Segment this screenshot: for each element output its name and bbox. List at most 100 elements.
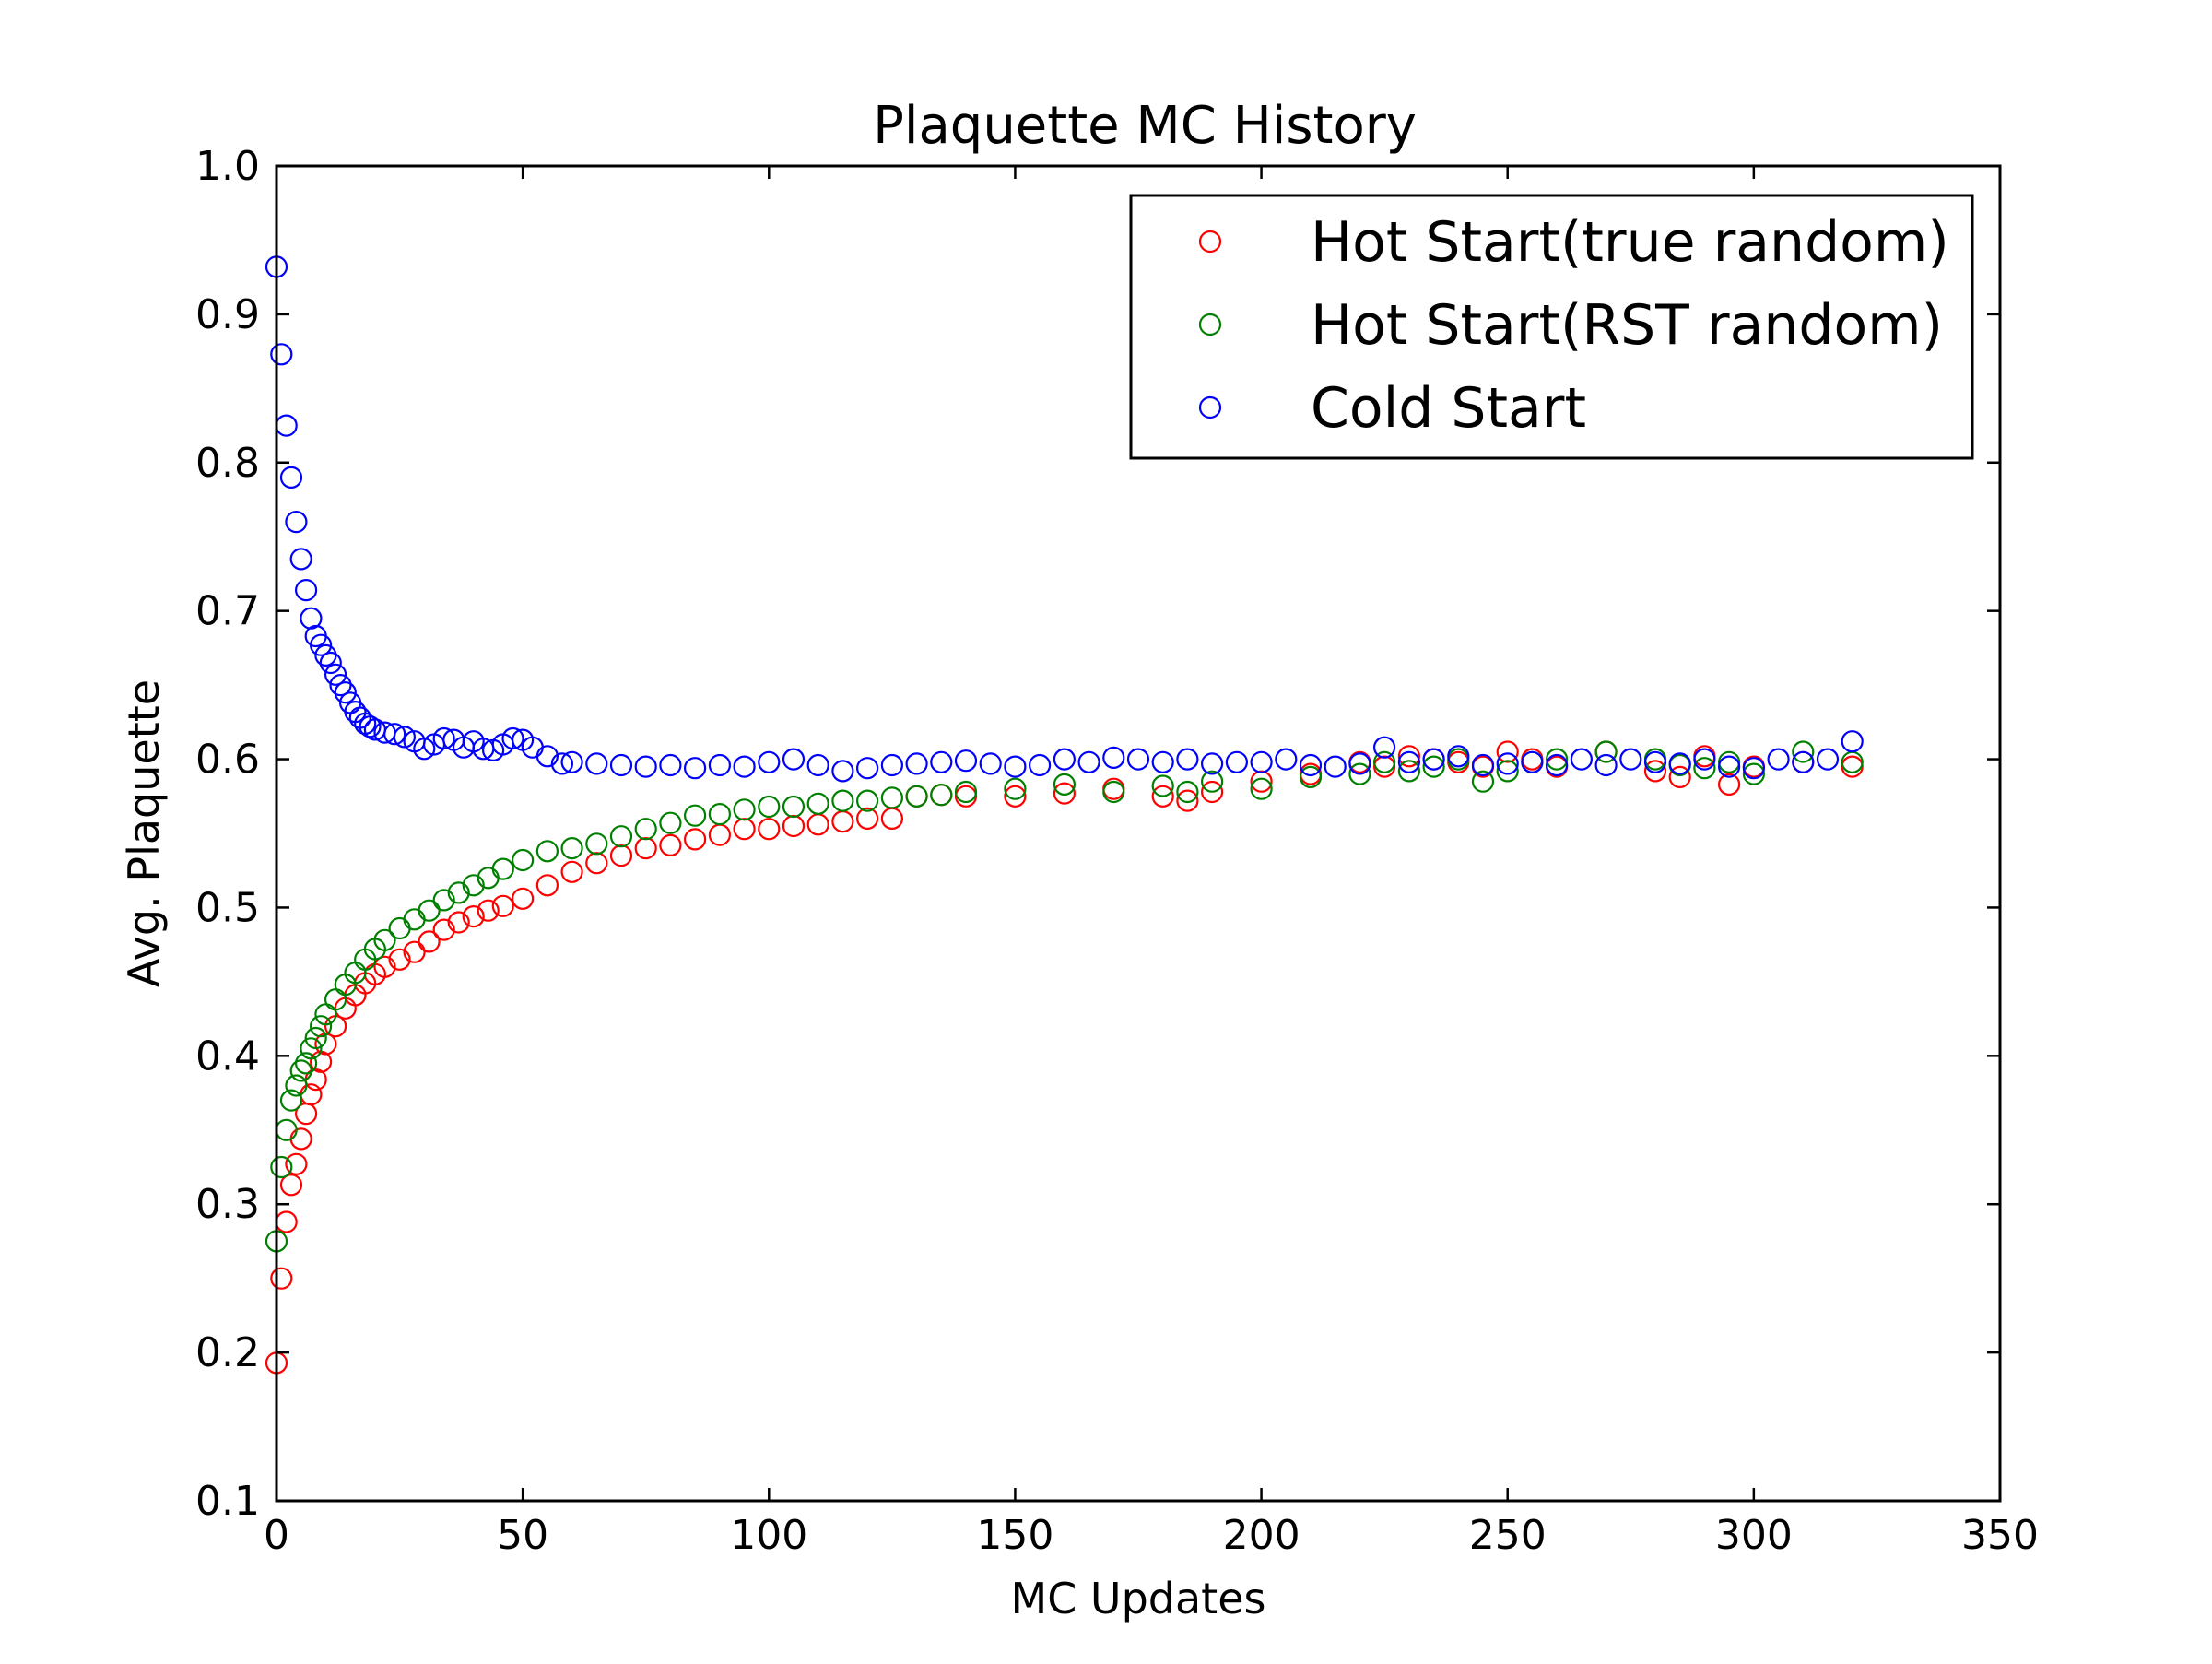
data-point — [954, 780, 978, 804]
data-point — [1299, 765, 1323, 789]
data-point — [733, 818, 756, 841]
data-point — [1422, 755, 1445, 778]
legend-label: Hot Start(true random) — [1311, 210, 1949, 275]
data-point — [1077, 750, 1100, 773]
data-point — [585, 832, 608, 856]
data-point — [462, 874, 485, 897]
data-point — [388, 916, 411, 940]
data-point — [314, 643, 337, 667]
data-point — [289, 1059, 312, 1082]
legend-label: Cold Start — [1311, 376, 1586, 441]
data-point — [300, 1037, 323, 1060]
data-point — [855, 757, 879, 780]
data-point — [708, 823, 732, 846]
data-point — [880, 753, 904, 777]
data-point — [1717, 755, 1741, 778]
plot-marks — [265, 255, 1864, 1375]
data-point — [1841, 750, 1864, 773]
data-point — [1717, 773, 1741, 797]
data-point — [1693, 757, 1716, 780]
data-point — [285, 510, 308, 534]
data-point — [1397, 745, 1421, 768]
y-tick-label: 0.2 — [195, 1329, 260, 1376]
data-point — [1545, 753, 1569, 777]
data-point — [609, 825, 633, 848]
data-point — [1004, 777, 1027, 800]
data-point — [1471, 770, 1495, 793]
data-point — [1643, 760, 1667, 783]
data-point — [447, 881, 470, 904]
data-point — [324, 663, 347, 686]
data-point — [585, 852, 608, 875]
x-axis-label: MC Updates — [1011, 1574, 1266, 1623]
data-point — [432, 918, 455, 941]
data-point — [659, 833, 682, 857]
y-tick-label: 0.7 — [195, 588, 260, 635]
y-axis-label: Avg. Plaquette — [119, 679, 169, 987]
data-point — [1324, 755, 1347, 778]
data-point — [634, 836, 657, 860]
data-point — [1176, 780, 1199, 804]
data-point — [1200, 752, 1224, 775]
data-point — [1742, 757, 1766, 780]
legend-entries: Hot Start(true random) Hot Start(RST rand… — [1198, 210, 1949, 441]
data-point — [447, 911, 470, 934]
data-point — [782, 795, 806, 819]
data-point — [1471, 753, 1495, 777]
data-point — [491, 894, 514, 917]
x-tick-label: 50 — [497, 1512, 548, 1559]
data-point — [418, 899, 441, 922]
data-point — [1250, 777, 1273, 800]
data-point — [334, 681, 357, 704]
data-point — [1151, 774, 1174, 797]
data-point — [930, 784, 953, 807]
data-point — [806, 813, 830, 836]
data-point — [560, 836, 583, 860]
legend-marker — [1198, 395, 1222, 419]
data-point — [954, 785, 978, 808]
data-point — [1422, 748, 1445, 771]
data-point — [1225, 750, 1249, 773]
data-point — [1570, 748, 1594, 771]
data-point — [1053, 748, 1077, 771]
data-point — [535, 874, 559, 897]
data-point — [535, 745, 559, 768]
data-point — [1299, 753, 1323, 777]
data-point — [806, 792, 830, 815]
data-point — [758, 795, 781, 819]
data-point — [831, 809, 854, 833]
data-point — [1545, 748, 1569, 771]
legend-marker — [1198, 313, 1222, 336]
data-point — [383, 723, 406, 746]
data-point — [550, 752, 574, 775]
data-point — [1053, 782, 1077, 805]
data-point — [289, 548, 312, 571]
data-point — [279, 1174, 303, 1197]
x-tick-label: 300 — [1715, 1512, 1793, 1559]
data-point — [295, 578, 318, 602]
data-point — [1102, 746, 1125, 770]
plot-frame — [275, 164, 2002, 1503]
data-point — [432, 726, 455, 750]
data-point — [359, 715, 382, 738]
data-point — [880, 807, 904, 831]
x-tick-label: 0 — [264, 1512, 289, 1559]
data-point — [1816, 748, 1840, 771]
data-point — [270, 343, 293, 366]
data-point — [275, 1210, 298, 1233]
data-point — [1200, 770, 1224, 793]
data-point — [279, 466, 303, 490]
data-point — [1496, 752, 1519, 775]
data-point — [782, 814, 806, 838]
data-point — [634, 818, 657, 841]
data-point — [300, 607, 323, 630]
data-point — [659, 753, 682, 777]
data-point — [373, 928, 396, 951]
data-point — [1200, 780, 1224, 804]
data-point — [806, 753, 830, 777]
data-point — [1496, 740, 1519, 763]
data-point — [295, 1052, 318, 1075]
data-point — [270, 1267, 293, 1290]
